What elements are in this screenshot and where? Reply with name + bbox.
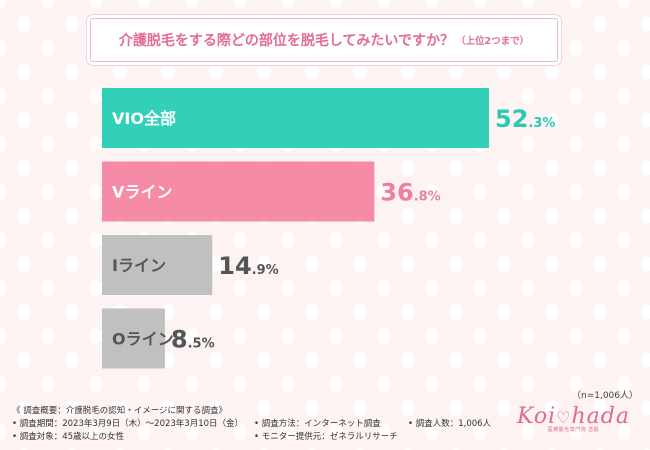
- bar-label-0: VIO全部: [112, 109, 176, 128]
- survey-method: • 調査方法：インターネット調査: [254, 419, 381, 429]
- survey-name: 《 調査概要：介護脱毛の認知・イメージに関する調査》: [12, 406, 228, 416]
- survey-period: • 調査期間：2023年3月9日（木）〜2023年3月10日（金）: [12, 419, 244, 429]
- bar-2: [102, 235, 213, 295]
- logo-tagline: 医療脱毛専門院 恋肌: [547, 427, 600, 433]
- survey-count: • 調査人数：1,006人: [408, 419, 492, 429]
- bar-label-1: Vライン: [112, 183, 172, 202]
- logo-text-left: Koi: [517, 404, 557, 429]
- survey-footer: 《 調査概要：介護脱毛の認知・イメージに関する調査》 • 調査期間：2023年3…: [12, 405, 491, 444]
- chart-title-box: 介護脱毛をする際どの部位を脱毛してみたいですか？ （上位2つまで）: [90, 18, 558, 62]
- sample-size-note: （n=1,006人）: [571, 391, 638, 401]
- chart-subtitle: （上位2つまで）: [456, 36, 530, 47]
- bar-1: [102, 161, 375, 222]
- heart-icon: ♡: [556, 408, 572, 427]
- value-label-0: 52.3%: [495, 105, 555, 133]
- bar-label-2: Iライン: [112, 256, 166, 275]
- value-label-3: 8.5%: [171, 326, 215, 354]
- koihada-logo: Koi♡hada 医療脱毛専門院 恋肌: [517, 404, 630, 433]
- bar-label-3: Oライン: [112, 330, 174, 349]
- survey-target: • 調査対象：45歳以上の女性: [12, 432, 125, 442]
- bar-3: [102, 308, 165, 369]
- value-label-1: 36.8%: [380, 179, 440, 207]
- value-label-2: 14.9%: [218, 252, 278, 280]
- logo-text-right: hada: [571, 404, 630, 429]
- survey-provider: • モニター提供元：ゼネラルリサーチ: [254, 432, 398, 442]
- bar-0: [102, 88, 489, 148]
- chart-title: 介護脱毛をする際どの部位を脱毛してみたいですか？: [118, 33, 455, 49]
